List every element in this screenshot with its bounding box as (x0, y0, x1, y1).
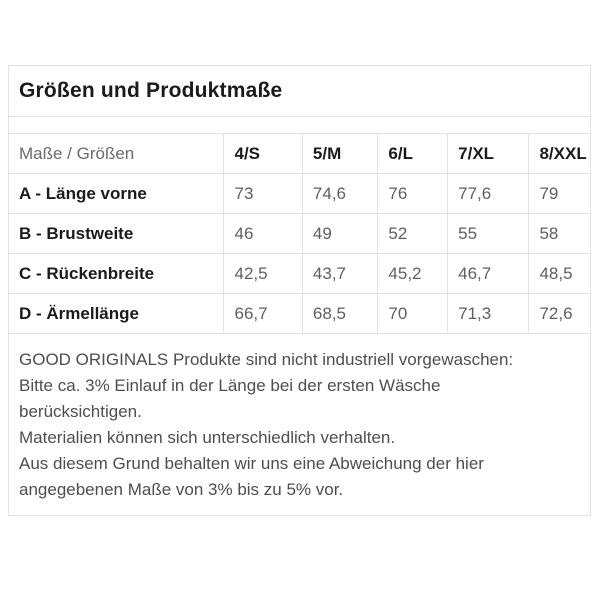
measurement-value: 58 (528, 213, 590, 254)
measurement-value: 55 (447, 213, 529, 254)
measurement-value: 46 (223, 213, 303, 254)
measurement-value: 66,7 (223, 293, 303, 334)
care-notes: GOOD ORIGINALS Produkte sind nicht indus… (9, 334, 590, 515)
row-label: B - Brustweite (9, 213, 224, 254)
row-label: D - Ärmellänge (9, 293, 224, 334)
table-row-laenge-vorne: A - Länge vorne 73 74,6 76 77,6 79 (9, 173, 590, 214)
note-line: berücksichtigen. (19, 402, 142, 421)
measurement-value: 79 (528, 173, 590, 214)
row-label: A - Länge vorne (9, 173, 224, 214)
measurement-value: 77,6 (447, 173, 529, 214)
column-header-size-xxl: 8/XXL (528, 133, 590, 174)
size-guide-title: Größen und Produktmaße (9, 66, 590, 117)
measurement-value: 70 (377, 293, 448, 334)
measurement-value: 68,5 (301, 293, 378, 334)
measurement-value: 73 (223, 173, 303, 214)
measurement-value: 71,3 (447, 293, 529, 334)
size-guide-panel: Größen und Produktmaße Maße / Größen 4/S… (8, 65, 591, 516)
column-header-size-xl: 7/XL (447, 133, 529, 174)
row-label: C - Rückenbreite (9, 253, 224, 294)
table-row-aermellaenge: D - Ärmellänge 66,7 68,5 70 71,3 72,6 (9, 293, 590, 334)
measurement-value: 52 (377, 213, 448, 254)
note-line: angegebenen Maße von 3% bis zu 5% vor. (19, 480, 344, 499)
measurement-value: 72,6 (528, 293, 590, 334)
measurement-value: 42,5 (223, 253, 303, 294)
table-row-rueckenbreite: C - Rückenbreite 42,5 43,7 45,2 46,7 48,… (9, 253, 590, 294)
measurement-value: 48,5 (528, 253, 590, 294)
title-table-spacer (9, 117, 590, 133)
measurement-value: 43,7 (301, 253, 378, 294)
measurement-value: 74,6 (301, 173, 378, 214)
note-line: GOOD ORIGINALS Produkte sind nicht indus… (19, 350, 514, 369)
column-header-size-m: 5/M (301, 133, 378, 174)
column-header-size-s: 4/S (223, 133, 303, 174)
measurement-value: 45,2 (377, 253, 448, 294)
column-header-size-l: 6/L (377, 133, 448, 174)
measurement-value: 46,7 (447, 253, 529, 294)
note-line: Bitte ca. 3% Einlauf in der Länge bei de… (19, 376, 441, 395)
measurement-value: 76 (377, 173, 448, 214)
size-table-header-row: Maße / Größen 4/S 5/M 6/L 7/XL 8/XXL (9, 133, 590, 174)
measurement-value: 49 (301, 213, 378, 254)
note-line: Materialien können sich unterschiedlich … (19, 428, 396, 447)
size-table: Maße / Größen 4/S 5/M 6/L 7/XL 8/XXL A -… (9, 133, 590, 334)
table-row-brustweite: B - Brustweite 46 49 52 55 58 (9, 213, 590, 254)
column-header-measurements: Maße / Größen (9, 133, 224, 174)
note-line: Aus diesem Grund behalten wir uns eine A… (19, 454, 484, 473)
